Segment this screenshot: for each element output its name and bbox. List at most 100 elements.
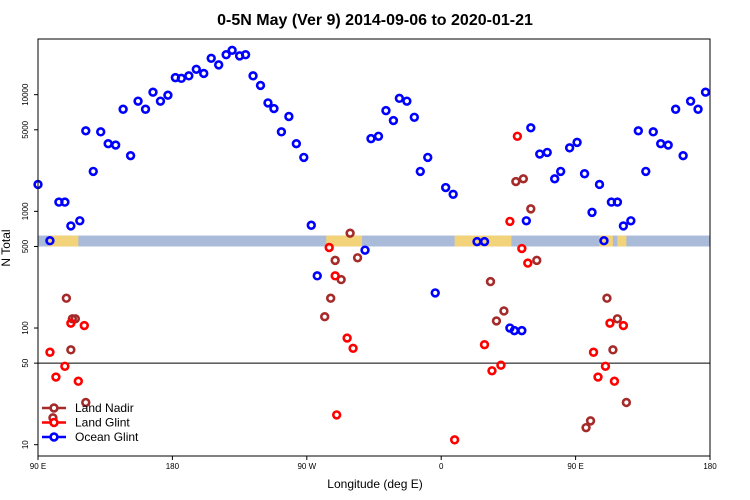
land-nadir-point bbox=[61, 293, 72, 303]
land-nadir-point bbox=[526, 204, 536, 214]
ocean-glint-point bbox=[133, 96, 143, 106]
land-glint-point bbox=[342, 333, 352, 343]
ocean-glint-point bbox=[509, 325, 520, 336]
ocean-glint-point bbox=[685, 96, 696, 106]
x-axis: 90 E 180 90 W 0 90 E 180 bbox=[30, 456, 717, 471]
y-axis: 10 50 100 500 1000 5000 10000 bbox=[21, 83, 38, 449]
land-nadir-point bbox=[608, 345, 618, 355]
ocean-glint-point bbox=[409, 112, 420, 122]
land-glint-point bbox=[605, 318, 615, 328]
land-nadir-point bbox=[345, 228, 355, 238]
land-nadir-point bbox=[585, 416, 596, 426]
band-highlight bbox=[454, 235, 512, 247]
chart-title: 0-5N May (Ver 9) 2014-09-06 to 2020-01-2… bbox=[217, 12, 533, 29]
ocean-glint-point bbox=[248, 71, 258, 81]
land-glint-point bbox=[449, 435, 460, 445]
land-nadir-point bbox=[330, 255, 340, 266]
legend-marker-land-glint bbox=[49, 417, 59, 428]
land-glint-point bbox=[79, 320, 89, 331]
ocean-glint-point bbox=[594, 179, 605, 190]
ocean-glint-point bbox=[415, 166, 425, 177]
legend-label-land-glint: Land Glint bbox=[75, 416, 130, 430]
land-glint-point bbox=[609, 376, 620, 386]
legend-label-ocean-glint: Ocean Glint bbox=[75, 430, 139, 444]
ocean-glint-point bbox=[163, 90, 173, 100]
ocean-glint-point bbox=[360, 245, 370, 255]
ocean-glint-point bbox=[549, 174, 560, 184]
land-glint-point bbox=[479, 339, 490, 350]
ocean-glint-point bbox=[641, 166, 651, 177]
ocean-glint-point bbox=[255, 80, 266, 91]
land-nadir-point bbox=[352, 253, 363, 263]
ocean-glint-point bbox=[199, 68, 209, 79]
ocean-glint-point bbox=[373, 131, 384, 141]
land-glint-point bbox=[523, 258, 533, 268]
ocean-glint-point bbox=[448, 189, 458, 199]
land-glint-point bbox=[505, 216, 515, 227]
y-tick-label: 1000 bbox=[21, 202, 30, 220]
x-tick-label: 90 W bbox=[297, 462, 316, 471]
ocean-glint-point bbox=[176, 73, 187, 84]
ocean-glint-point bbox=[535, 149, 545, 159]
ocean-glint-point bbox=[60, 197, 70, 207]
ocean-glint-point bbox=[633, 126, 644, 136]
ocean-glint-point bbox=[656, 138, 666, 149]
ocean-glint-point bbox=[227, 45, 237, 56]
x-tick-label: 0 bbox=[439, 462, 444, 471]
ocean-glint-point bbox=[213, 60, 224, 70]
ocean-glint-point bbox=[191, 64, 201, 74]
land-glint-point bbox=[331, 410, 342, 420]
ocean-glint-point bbox=[648, 127, 658, 137]
ocean-glint-point bbox=[381, 105, 391, 116]
land-nadir-point bbox=[499, 306, 509, 316]
ocean-glint-point bbox=[678, 150, 688, 161]
ocean-glint-point bbox=[306, 220, 316, 230]
y-tick-label: 10 bbox=[21, 440, 30, 449]
land-glint-point bbox=[517, 243, 527, 254]
ocean-glint-point bbox=[184, 71, 194, 81]
land-nadir-point bbox=[511, 176, 521, 187]
land-glint-point bbox=[487, 366, 497, 376]
ocean-glint-point bbox=[663, 140, 673, 150]
x-axis-title: Longitude (deg E) bbox=[327, 477, 422, 491]
y-tick-label: 50 bbox=[21, 358, 30, 367]
land-glint-point bbox=[588, 347, 599, 357]
ocean-glint-point bbox=[110, 140, 121, 150]
ocean-glint-point bbox=[206, 53, 216, 63]
x-tick-label: 180 bbox=[703, 462, 717, 471]
legend-marker-land-nadir bbox=[49, 403, 59, 413]
land-glint-point bbox=[348, 343, 358, 354]
ocean-glint-point bbox=[440, 182, 451, 193]
ocean-glint-point bbox=[670, 104, 681, 114]
land-glint-point bbox=[324, 242, 334, 253]
land-glint-point bbox=[496, 360, 506, 370]
ocean-glint-point bbox=[75, 216, 85, 226]
ocean-glint-point bbox=[564, 143, 575, 153]
ocean-glint-point bbox=[269, 103, 279, 114]
land-nadir-point bbox=[612, 314, 623, 324]
ocean-glint-point bbox=[479, 236, 490, 247]
ocean-glint-point bbox=[299, 152, 309, 163]
legend-marker-ocean-glint bbox=[49, 432, 59, 442]
land-nadir-point bbox=[621, 397, 632, 408]
ocean-glint-point bbox=[366, 133, 376, 144]
ocean-glint-point bbox=[81, 126, 91, 136]
ocean-glint-point bbox=[118, 104, 128, 114]
ocean-glint-point bbox=[103, 138, 113, 149]
ocean-glint-point bbox=[618, 221, 629, 231]
land-nadir-point bbox=[532, 255, 542, 266]
land-nadir-point bbox=[485, 276, 496, 287]
y-tick-label: 100 bbox=[21, 321, 30, 335]
y-tick-label: 10000 bbox=[21, 83, 30, 106]
ocean-glint-point bbox=[612, 197, 623, 207]
ocean-glint-point bbox=[517, 325, 527, 336]
ocean-glint-point bbox=[693, 104, 703, 114]
land-glint-point bbox=[512, 131, 523, 141]
land-glint-point bbox=[618, 320, 629, 331]
plot-frame bbox=[37, 38, 711, 457]
ocean-glint-point bbox=[394, 93, 405, 104]
x-tick-label: 180 bbox=[166, 462, 180, 471]
ocean-glint-point bbox=[526, 123, 536, 133]
